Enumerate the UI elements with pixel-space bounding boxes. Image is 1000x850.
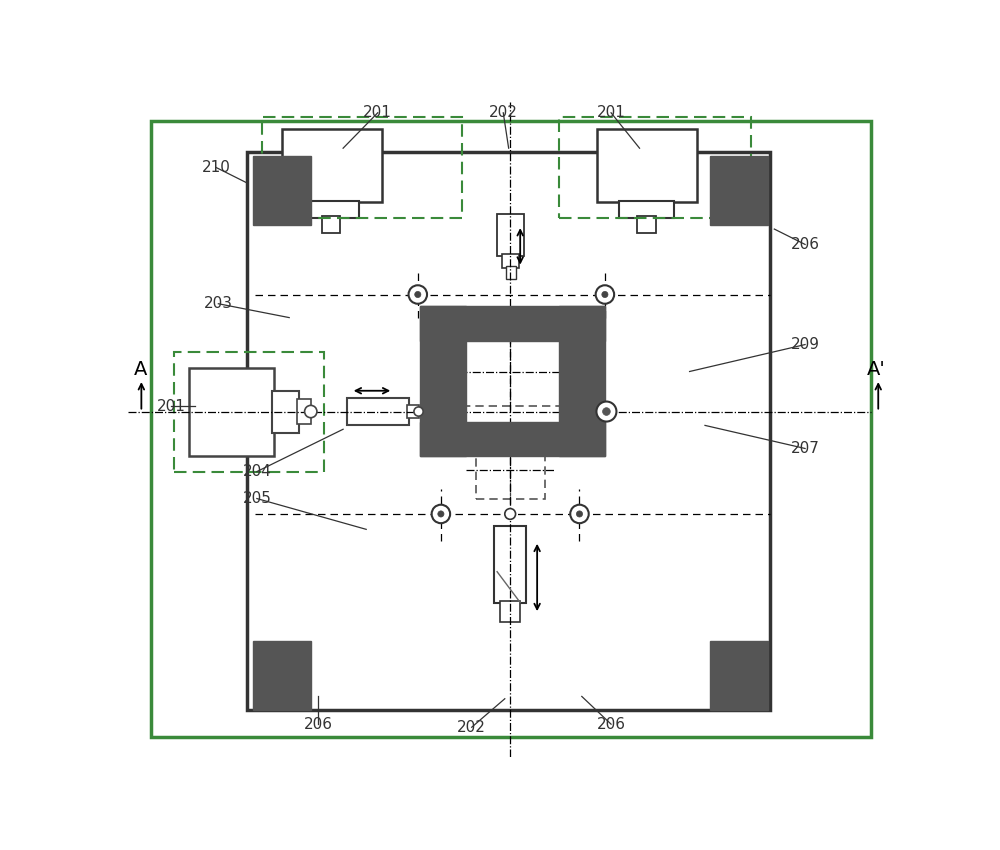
Text: 207: 207 [791,441,820,456]
Bar [253,641,311,711]
Bar [272,391,299,434]
Bar [420,422,605,456]
Bar [253,156,311,225]
Bar [710,641,768,711]
Bar [497,213,524,256]
Bar [559,117,751,218]
Text: 206: 206 [791,237,820,252]
Bar [347,398,409,425]
Bar [420,306,605,341]
Text: 205: 205 [242,491,271,506]
Circle shape [596,286,614,303]
Circle shape [438,511,444,517]
Bar [189,368,274,456]
Bar [466,341,559,422]
Bar [619,201,674,218]
Bar [476,441,545,499]
Text: 209: 209 [791,337,820,352]
Bar [500,601,520,621]
Circle shape [414,407,423,416]
Text: 206: 206 [262,198,291,213]
Text: 201: 201 [597,105,625,121]
Bar [303,201,358,218]
Text: A': A' [867,360,886,379]
Text: 206: 206 [304,717,333,732]
Circle shape [603,408,610,416]
Text: 201: 201 [157,399,186,414]
Bar [297,400,311,424]
Circle shape [409,286,427,303]
Text: 202: 202 [457,720,486,734]
Circle shape [576,511,583,517]
Text: 203: 203 [204,297,233,311]
Bar [262,117,462,218]
Circle shape [305,405,317,417]
Bar [506,266,516,279]
Bar [420,306,466,456]
Text: 202: 202 [489,105,518,121]
Bar [174,352,324,472]
Text: 206: 206 [597,717,626,732]
Bar [282,129,382,202]
Circle shape [602,292,608,297]
Circle shape [570,505,589,524]
Circle shape [415,292,421,297]
Bar [637,216,656,233]
Bar [710,156,768,225]
Bar [247,152,770,711]
Bar [502,253,519,268]
Bar [322,216,340,233]
Bar [494,525,526,603]
Circle shape [596,401,616,422]
Text: 204: 204 [242,464,271,479]
Text: A: A [134,360,147,379]
Bar [407,405,419,418]
Text: 201: 201 [363,105,392,121]
Bar [559,306,605,456]
Bar [597,129,697,202]
Text: 210: 210 [202,160,230,175]
Bar [462,337,563,406]
Circle shape [432,505,450,524]
Circle shape [505,508,516,519]
